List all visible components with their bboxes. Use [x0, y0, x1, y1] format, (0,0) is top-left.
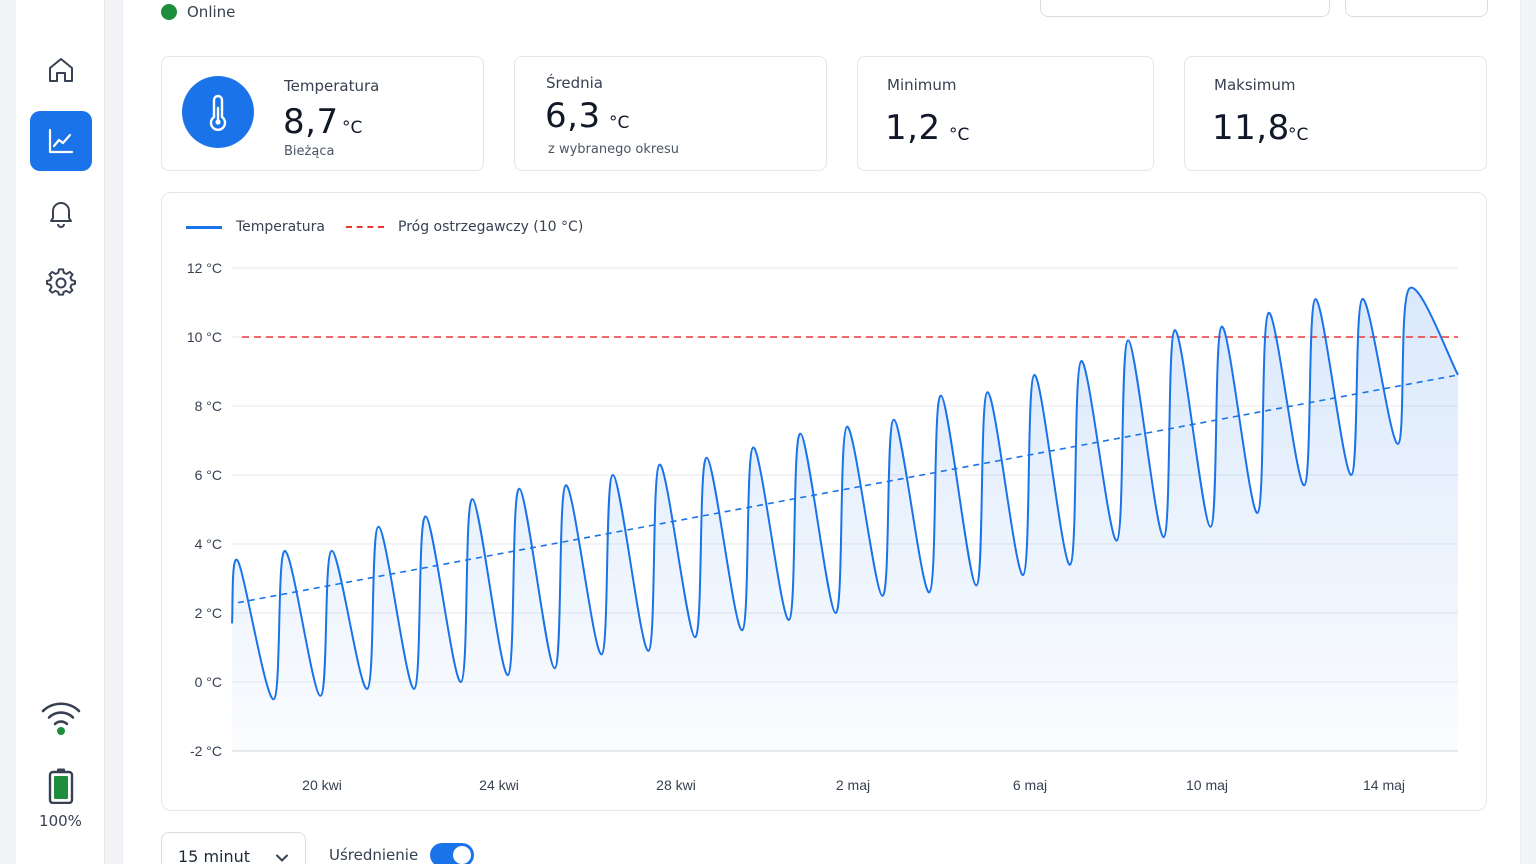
card-current: Temperatura 8,7 °C Bieżąca	[161, 56, 484, 171]
legend-dash-swatch	[346, 226, 384, 228]
card-average: Średnia 6,3 °C z wybranego okresu	[514, 56, 827, 171]
card-current-unit: °C	[342, 118, 363, 138]
thermometer-icon	[209, 94, 227, 131]
card-maximum-value: 11,8	[1212, 108, 1290, 148]
nav-charts[interactable]	[30, 111, 92, 171]
nav-settings[interactable]	[30, 253, 92, 313]
chart-card: 12 °C 10 °C 8 °C 6 °C 4 °C 2 °C 0 °C -2 °C 20 kw…	[161, 192, 1487, 811]
averaging-toggle[interactable]	[430, 843, 474, 864]
card-average-unit: °C	[609, 113, 630, 133]
toggle-knob	[453, 846, 471, 864]
x-tick-label: 28 kwi	[656, 777, 696, 793]
card-average-value: 6,3	[545, 96, 601, 136]
card-minimum-value: 1,2	[885, 108, 941, 148]
temperature-line	[231, 286, 1459, 701]
y-tick-label: 12 °C	[187, 260, 222, 276]
legend-threshold[interactable]: Próg ostrzegawczy (10 °C)	[346, 219, 583, 235]
card-maximum: Maksimum 11,8 °C	[1184, 56, 1487, 171]
trend-line	[237, 374, 1459, 604]
card-current-sub: Bieżąca	[284, 144, 335, 159]
battery-icon	[48, 768, 74, 804]
sidebar: 100%	[16, 0, 105, 864]
card-minimum-unit: °C	[949, 125, 970, 145]
y-tick-label: 0 °C	[195, 674, 222, 690]
card-average-sub: z wybranego okresu	[548, 142, 679, 157]
x-tick-label: 6 maj	[1013, 777, 1047, 793]
card-minimum: Minimum 1,2 °C	[857, 56, 1154, 171]
battery-level: 100%	[39, 812, 82, 830]
status-dot	[161, 4, 177, 20]
nav-home[interactable]	[30, 40, 92, 100]
chevron-down-icon	[276, 854, 288, 862]
card-current-value: 8,7	[283, 102, 339, 142]
status-label: Online	[187, 3, 236, 21]
interval-select[interactable]: 15 minut	[161, 832, 306, 864]
card-maximum-unit: °C	[1288, 125, 1309, 145]
y-tick-label: 10 °C	[187, 329, 222, 345]
temperature-area	[232, 287, 1458, 751]
legend-temperature-label: Temperatura	[236, 219, 325, 235]
date-range-button[interactable]	[1040, 0, 1330, 17]
temperature-chart: 12 °C 10 °C 8 °C 6 °C 4 °C 2 °C 0 °C -2 °C 20 kw…	[187, 260, 1459, 793]
legend-line-swatch	[186, 225, 222, 229]
x-tick-label: 2 maj	[836, 777, 870, 793]
card-maximum-label: Maksimum	[1214, 76, 1296, 94]
y-tick-label: 2 °C	[195, 605, 222, 621]
legend-temperature[interactable]: Temperatura	[186, 219, 325, 235]
x-tick-label: 24 kwi	[479, 777, 519, 793]
home-icon	[49, 58, 73, 82]
card-average-label: Średnia	[546, 74, 603, 92]
averaging-label: Uśrednienie	[329, 846, 419, 864]
x-tick-label: 20 kwi	[302, 777, 342, 793]
main-panel: Online Temperatura 8,7 °C Bieżąca Średni…	[122, 0, 1521, 864]
gear-icon	[46, 268, 76, 296]
x-tick-label: 10 maj	[1186, 777, 1228, 793]
card-current-label: Temperatura	[284, 77, 380, 95]
x-tick-label: 14 maj	[1363, 777, 1405, 793]
y-tick-label: 4 °C	[195, 536, 222, 552]
interval-select-value: 15 minut	[178, 847, 251, 864]
chart-icon	[48, 128, 74, 154]
y-tick-label: 8 °C	[195, 398, 222, 414]
nav-alerts[interactable]	[30, 182, 92, 242]
connection-status: Online	[161, 3, 235, 21]
y-tick-label: 6 °C	[195, 467, 222, 483]
legend-threshold-label: Próg ostrzegawczy (10 °C)	[398, 219, 584, 235]
wifi-icon	[41, 702, 81, 735]
export-button[interactable]	[1345, 0, 1488, 17]
thermometer-badge	[182, 76, 254, 148]
card-minimum-label: Minimum	[887, 76, 957, 94]
bell-icon	[50, 202, 72, 228]
y-tick-label: -2 °C	[190, 743, 222, 759]
